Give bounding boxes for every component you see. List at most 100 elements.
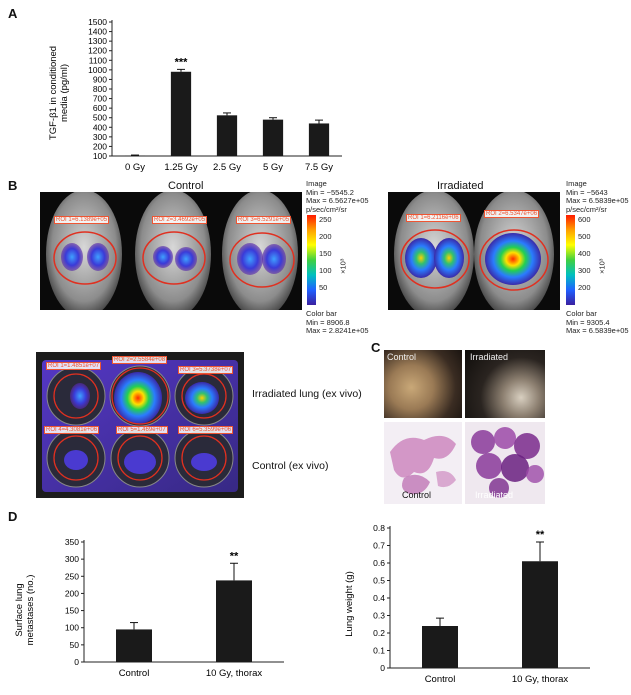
chart-d-metastases: Surface lung metastases (no.) 0 50 100 150 2… [14, 537, 284, 679]
y-tick-label: 700 [93, 94, 107, 104]
control-colorbar-header: Image Min = −5545.2 Max = 6.5627e+05 p/s… [306, 179, 369, 214]
y-tick-label: 0.7 [373, 541, 385, 551]
x-category-label: 1.25 Gy [164, 162, 198, 173]
y-tick-label: 1100 [89, 55, 108, 65]
histology-irradiated-label: Irradiated [475, 490, 514, 500]
exvivo-well-3 [174, 366, 234, 426]
panel-letter-c: C [371, 340, 381, 355]
cb-tick: 500 [578, 232, 591, 241]
irradiated-mouse-1 [394, 192, 474, 310]
histology-irradiated-photo: Irradiated [465, 422, 545, 504]
y-tick-label: 0.1 [373, 646, 385, 656]
bar [116, 629, 152, 662]
y-tick-label: 0.4 [373, 593, 385, 603]
exvivo-well-5 [110, 428, 170, 488]
y-tick-label: 0 [380, 663, 385, 673]
y-tick-label: 100 [93, 151, 107, 161]
x-category-label: 10 Gy, thorax [512, 674, 569, 685]
y-tick-label: 200 [65, 588, 79, 598]
control-colorbar [307, 215, 316, 305]
control-roi-1: ROI 1=6.1389e+05 [54, 216, 110, 224]
irradiated-colorbar-ticks: 600 500 400 300 200 [578, 211, 591, 296]
cb-line: Color bar [306, 309, 337, 318]
x-category-label: 2.5 Gy [213, 162, 241, 173]
y-tick-label: 0.5 [373, 576, 385, 586]
cb-line: Max = 2.8241e+05 [306, 326, 369, 335]
y-tick-label: 600 [93, 103, 107, 113]
control-mouse-1 [46, 192, 122, 310]
y-tick-label: 900 [93, 74, 107, 84]
y-tick-label: 150 [65, 606, 79, 616]
cb-line: Color bar [566, 309, 597, 318]
significance-mark: ** [230, 550, 239, 562]
exvivo-roi-3: ROI 3=5.3738e+07 [178, 366, 234, 374]
cb-line: Min = 9305.4 [566, 317, 610, 327]
x-category-label: 7.5 Gy [305, 162, 333, 173]
control-mice-image: ROI 1=6.1389e+05 ROI 2=3.4692e+05 ROI 3=… [40, 192, 302, 310]
chart-d1-ylabel-line2: metastases (no.) [25, 575, 36, 646]
cb-line: Max = 6.5627e+05 [306, 196, 369, 205]
irradiated-colorbar-footer: Color bar Min = 9305.4 Max = 6.5839e+05 [566, 309, 629, 336]
panel-letter-a: A [8, 6, 18, 21]
irradiated-colorbar-header: Image Min = −5643 Max = 6.5839e+05 p/sec… [566, 179, 629, 214]
exvivo-roi-1: ROI 1=1.4851e+07 [46, 362, 102, 370]
cb-tick: 600 [578, 215, 591, 224]
bar [216, 580, 252, 662]
y-tick-label: 350 [65, 537, 79, 547]
irradiated-mice-image: ROI 1=6.2116e+06 ROI 2=6.5347e+06 [388, 192, 560, 310]
histology-control-photo: Control [384, 422, 462, 504]
y-tick-label: 0.2 [373, 628, 385, 638]
cb-line: Min = −5643 [566, 187, 608, 197]
irradiated-roi-1: ROI 1=6.2116e+06 [406, 214, 461, 222]
irradiated-colorbar [566, 215, 575, 305]
chart-a-ylabel: TGF-β1 in conditioned media (pg/ml) [48, 46, 70, 140]
y-tick-label: 1500 [88, 17, 107, 27]
x-category-label: Control [119, 668, 150, 679]
cb-line: p/sec/cm²/sr [566, 204, 607, 214]
cb-tick: 150 [319, 249, 332, 258]
chart-d1-ylabel-line1: Surface lung [14, 583, 25, 636]
chart-d-lung-weight: Lung weight (g) 0 0.1 0.2 0.3 0.4 0.5 0.6 0.7 0.… [344, 523, 590, 685]
control-colorbar-unit: ×10³ [338, 258, 348, 274]
significance-mark: *** [175, 56, 189, 68]
control-mice-svg [46, 192, 298, 310]
cb-tick: 300 [578, 266, 591, 275]
y-tick-label: 300 [65, 554, 79, 564]
y-tick-label: 0.6 [373, 558, 385, 568]
histology-control-svg [390, 435, 456, 495]
irradiated-colorbar-unit: ×10³ [597, 258, 607, 274]
chart-d1-ylabel: Surface lung metastases (no.) [14, 575, 36, 646]
chart-a-ylabel-line2: media (pg/ml) [59, 64, 70, 122]
y-tick-label: 200 [93, 141, 107, 151]
bar [170, 71, 192, 156]
y-tick-label: 400 [93, 122, 107, 132]
cb-tick: 200 [578, 283, 591, 292]
bar [522, 561, 558, 668]
y-tick-label: 300 [93, 132, 107, 142]
histology-control-label: Control [402, 490, 432, 500]
gross-control-label: Control [387, 352, 417, 362]
exvivo-plate-image: ROI 1=1.4851e+07 ROI 2=2.5584e+08 ROI 3=… [36, 352, 244, 498]
panel-letter-b: B [8, 178, 18, 193]
control-roi-2: ROI 2=3.4692e+05 [152, 216, 208, 224]
x-category-label: 0 Gy [125, 162, 145, 173]
cb-line: Max = 6.5839e+05 [566, 196, 629, 205]
exvivo-roi-2: ROI 2=2.5584e+08 [112, 356, 168, 364]
cb-line: Min = 8906.8 [306, 317, 350, 327]
x-category-label: 10 Gy, thorax [206, 668, 263, 679]
y-tick-label: 1000 [88, 65, 107, 75]
exvivo-well-6 [174, 428, 234, 488]
exvivo-irradiated-label: Irradiated lung (ex vivo) [252, 388, 362, 400]
control-colorbar-ticks: 250 200 150 100 50 [319, 211, 332, 296]
y-tick-label: 0.3 [373, 611, 385, 621]
exvivo-roi-4: ROI 4=4.3081e+06 [44, 426, 100, 434]
chart-a-ylabel-line1: TGF-β1 in conditioned [48, 46, 59, 140]
irradiated-roi-2: ROI 2=6.5347e+06 [484, 210, 540, 218]
bar [308, 123, 330, 156]
exvivo-well-2 [109, 365, 171, 427]
bar [422, 626, 458, 668]
cb-tick: 100 [319, 266, 332, 275]
exvivo-roi-6: ROI 6=5.3599e+06 [178, 426, 234, 434]
y-tick-label: 800 [93, 84, 107, 94]
irradiated-title: Irradiated [437, 180, 484, 192]
